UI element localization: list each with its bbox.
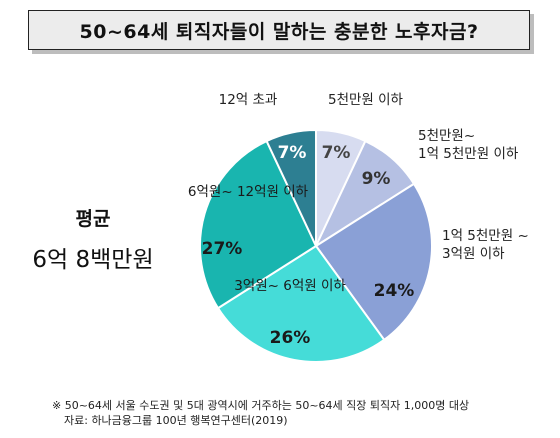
pie-slice bbox=[265, 128, 317, 247]
pie-slice bbox=[314, 182, 433, 342]
slice-category-label: 5천만원 이하 bbox=[328, 92, 404, 108]
slice-percent-label: 9% bbox=[362, 169, 391, 189]
slice-percent-label: 24% bbox=[374, 281, 415, 301]
slice-category-label: 12억 초과 bbox=[219, 92, 278, 108]
chart-title: 50~64세 퇴직자들이 말하는 충분한 노후자금? bbox=[28, 10, 530, 50]
pie-slice bbox=[216, 244, 386, 363]
footnote: ※ 50~64세 서울 수도권 및 5대 광역시에 거주하는 50~64세 직장… bbox=[52, 398, 469, 428]
slice-percent-label: 7% bbox=[278, 143, 307, 163]
slice-category-label: 1억 5천만원 ~3억원 이하 bbox=[442, 228, 529, 262]
slice-category-label: 6억원~ 12억원 이하 bbox=[188, 184, 309, 200]
slice-percent-label: 27% bbox=[202, 239, 243, 259]
slice-category-label: 5천만원~ 1억 5천만원 이하 bbox=[418, 128, 519, 162]
slice-percent-label: 26% bbox=[270, 328, 311, 348]
average-value: 6억 8백만원 bbox=[32, 247, 154, 273]
slice-category-label: 3억원~ 6억원 이하 bbox=[234, 278, 346, 294]
pie-slice bbox=[199, 139, 318, 310]
footnote-source: 자료: 하나금융그룹 100년 행복연구센터(2019) bbox=[64, 414, 288, 427]
footnote-survey: ※ 50~64세 서울 수도권 및 5대 광역시에 거주하는 50~64세 직장… bbox=[52, 399, 470, 412]
slice-percent-label: 7% bbox=[322, 143, 351, 163]
average-label: 평균 bbox=[75, 208, 111, 230]
